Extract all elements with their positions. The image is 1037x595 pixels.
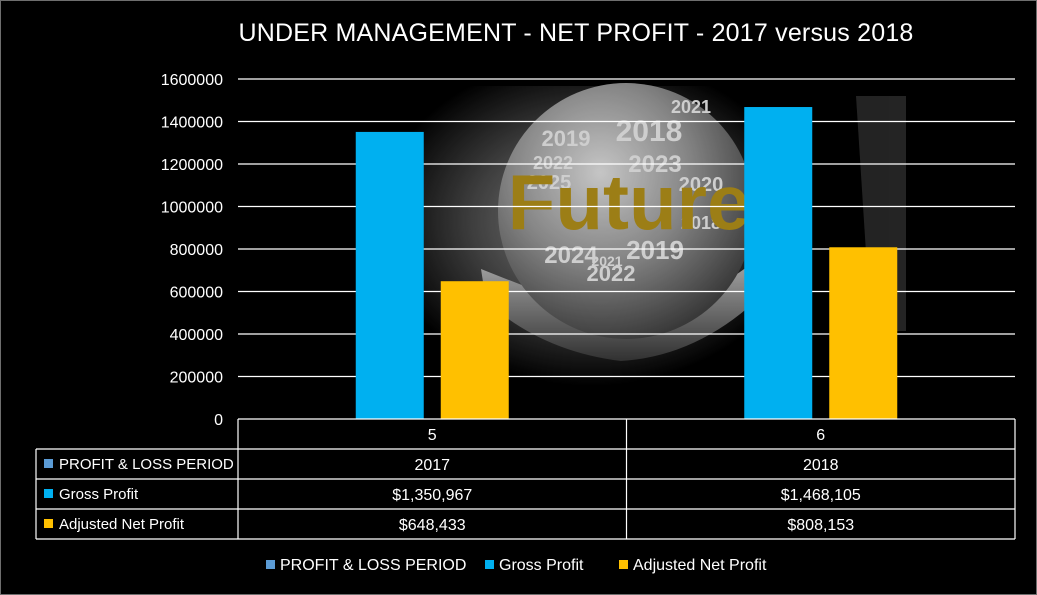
background-year-text: 2025 <box>527 172 572 194</box>
table-series-name: PROFIT & LOSS PERIOD <box>59 456 234 473</box>
background-year-text: 2021 <box>591 253 622 269</box>
background-year-text: 2020 <box>679 174 724 196</box>
table-series-name: Adjusted Net Profit <box>59 516 185 533</box>
table-legend-key <box>44 489 53 498</box>
table-series-name: Gross Profit <box>59 486 139 503</box>
legend-key <box>619 560 628 569</box>
background-year-text: 2018 <box>616 115 683 148</box>
background-year-text: 2019 <box>542 126 591 151</box>
bar <box>355 131 424 420</box>
chart-title: UNDER MANAGEMENT - NET PROFIT - 2017 ver… <box>238 19 914 47</box>
legend-label: Adjusted Net Profit <box>633 557 767 574</box>
bar <box>744 107 813 420</box>
background-year-text: 2024 <box>544 242 598 269</box>
y-tick-label: 1000000 <box>161 200 223 217</box>
crystal-ball <box>498 83 754 339</box>
y-tick-label: 800000 <box>170 242 223 259</box>
background-year-text: 2018 <box>681 213 721 233</box>
background-year-text: 2021 <box>671 97 711 117</box>
y-tick-label: 0 <box>214 412 223 429</box>
hand-shape <box>481 256 766 361</box>
table-cell-value: 2017 <box>414 457 450 474</box>
background-year-text: 2022 <box>533 153 573 173</box>
y-tick-label: 1400000 <box>161 115 223 132</box>
x-category-label: 5 <box>428 427 437 444</box>
data-table: 5 6 PROFIT & LOSS PERIOD 2017 2018 Gross Prof… <box>35 418 1016 540</box>
table-cell-value: 2018 <box>803 457 839 474</box>
y-tick-label: 1600000 <box>161 72 223 89</box>
y-tick-label: 600000 <box>170 285 223 302</box>
bars <box>355 107 898 420</box>
legend-label: Gross Profit <box>499 557 584 574</box>
x-category-label: 6 <box>816 427 825 444</box>
table-cell-value: $1,350,967 <box>392 487 472 504</box>
y-axis-labels: 0 200000 400000 600000 800000 1000000 1200000 1… <box>161 72 223 429</box>
table-legend-key <box>44 459 53 468</box>
background-year-text: 2022 <box>587 261 636 286</box>
table-legend-key <box>44 519 53 528</box>
table-cell-value: $808,153 <box>787 517 854 534</box>
legend-key <box>485 560 494 569</box>
future-word: Future <box>508 158 751 246</box>
y-tick-label: 1200000 <box>161 157 223 174</box>
bar <box>440 281 509 419</box>
legend-label: PROFIT & LOSS PERIOD <box>280 557 466 574</box>
background-year-text: 2019 <box>626 235 684 265</box>
legend: PROFIT & LOSS PERIOD Gross Profit Adjusted… <box>266 557 767 574</box>
table-cell-value: $648,433 <box>399 517 466 534</box>
legend-key <box>266 560 275 569</box>
y-tick-label: 400000 <box>170 327 223 344</box>
bar <box>829 247 898 419</box>
y-tick-label: 200000 <box>170 370 223 387</box>
table-cell-value: $1,468,105 <box>781 487 861 504</box>
